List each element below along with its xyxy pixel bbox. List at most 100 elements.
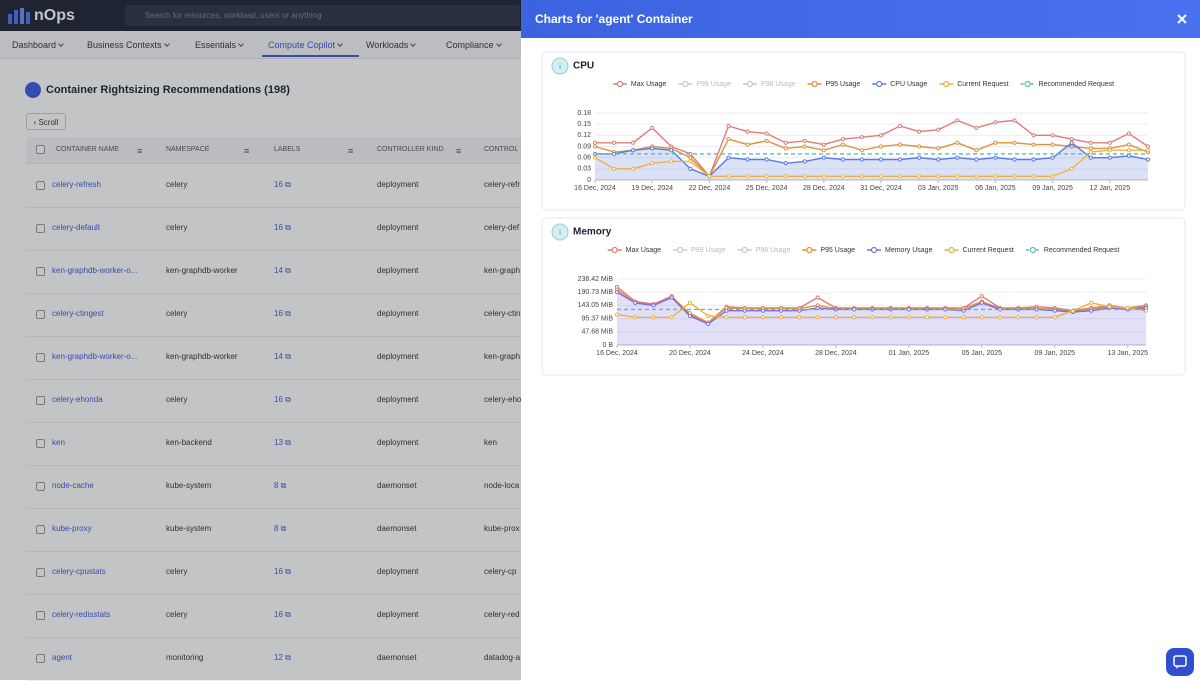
row-checkbox[interactable] [36,181,45,190]
chat-button[interactable] [1166,648,1194,676]
point [726,155,731,160]
legend-label[interactable]: CPU Usage [890,81,927,88]
point [688,159,693,164]
column-header[interactable]: LABELS [274,146,301,153]
column-menu[interactable]: ≡ [456,146,462,156]
legend-label[interactable]: Current Request [957,81,1008,88]
container-name[interactable]: celery-redisstats [52,610,111,619]
close-button[interactable] [1176,13,1188,25]
labels-count[interactable]: 13 ⧉ [274,438,291,447]
container-name[interactable]: celery-ctingest [52,309,104,318]
labels-count[interactable]: 16 ⧉ [274,223,291,232]
column-menu[interactable]: ≡ [137,146,143,156]
legend-label[interactable]: P98 Usage [756,247,791,254]
labels-count[interactable]: 12 ⧉ [274,653,291,662]
legend-label[interactable]: P95 Usage [826,81,861,88]
column-header[interactable]: CONTROLLER KIND [377,146,444,153]
controller: kube-prox [484,524,520,533]
legend-label[interactable]: P98 Usage [761,81,796,88]
labels-count[interactable]: 16 ⧉ [274,610,291,619]
row-checkbox[interactable] [36,353,45,362]
point [974,148,979,153]
labels-count[interactable]: 16 ⧉ [274,180,291,189]
container-name[interactable]: celery-cpustats [52,567,106,576]
point [1126,148,1132,153]
point [742,315,747,320]
nav-item[interactable]: Essentials [195,40,244,50]
legend-marker [682,80,689,88]
container-name[interactable]: celery-refresh [52,180,101,189]
controller: ken-graph [484,352,521,361]
header-checkbox[interactable] [36,145,45,154]
row-checkbox[interactable] [36,525,45,534]
column-header[interactable]: NAMESPACE [166,146,210,153]
container-name[interactable]: ken-graphdb-worker-o... [52,352,138,361]
row-checkbox[interactable] [36,396,45,405]
nav-item[interactable]: Compute Copilot [268,40,343,50]
series-line [616,301,1147,318]
point [1031,133,1036,138]
row-checkbox[interactable] [36,654,45,663]
container-name[interactable]: node-cache [52,481,94,490]
legend-marker [1029,246,1036,254]
nav-item[interactable]: Dashboard [12,40,64,50]
legend-label[interactable]: Max Usage [631,81,667,88]
legend-label[interactable]: Current Request [962,247,1013,254]
container-name[interactable]: ken-graphdb-worker-o... [52,266,138,275]
labels-count[interactable]: 14 ⧉ [274,352,291,361]
legend-label[interactable]: P99 Usage [696,81,731,88]
row-checkbox[interactable] [36,568,45,577]
point [1012,118,1017,123]
row-checkbox[interactable] [36,482,45,491]
labels-count[interactable]: 16 ⧉ [274,567,291,576]
y-tick-label: 0.06 [577,155,591,162]
container-name[interactable]: agent [52,653,73,662]
labels-count[interactable]: 8 ⧉ [274,524,287,533]
charts-area: i CPU 0 0.03 0.06 0.09 0.12 0.15 0.18 16 Dec, 202… [541,51,1186,376]
series-line [616,291,1147,325]
logo[interactable]: nOps [34,7,75,24]
legend-label[interactable]: Memory Usage [885,247,933,254]
column-header[interactable]: CONTAINER NAME [56,146,119,153]
nav-bar [0,31,521,59]
labels-count[interactable]: 8 ⧉ [274,481,287,490]
row-checkbox[interactable] [36,310,45,319]
labels-count[interactable]: 16 ⧉ [274,309,291,318]
legend-marker [870,246,878,254]
point [687,300,693,305]
row-divider [26,637,521,638]
scroll-button[interactable]: ‹ Scroll [26,113,66,130]
point [802,159,807,164]
legend-marker [746,80,754,88]
overlay[interactable] [0,0,521,680]
row-checkbox[interactable] [36,224,45,233]
container-name[interactable]: celery-default [52,223,101,232]
legend-label[interactable]: Recommended Request [1044,247,1120,254]
nav-item[interactable]: Compliance [446,40,502,50]
container-name[interactable]: kube-proxy [52,524,92,533]
nav-item[interactable]: Workloads [366,40,417,50]
legend-label[interactable]: Recommended Request [1039,81,1115,88]
point [1031,142,1036,147]
labels-count[interactable]: 16 ⧉ [274,395,291,404]
point [651,303,656,308]
column-menu[interactable]: ≡ [244,146,250,156]
legend-label[interactable]: P99 Usage [691,247,726,254]
column-menu[interactable]: ≡ [348,146,354,156]
container-name[interactable]: ken [52,438,65,447]
controller: node-loca [484,481,520,490]
row-checkbox[interactable] [36,439,45,448]
nav-item[interactable]: Business Contexts [87,40,170,50]
container-name[interactable]: celery-ehonda [52,395,103,404]
column-header[interactable]: CONTROL [484,146,519,153]
labels-count[interactable]: 14 ⧉ [274,266,291,275]
search-box[interactable]: Search for resources, workload, users or… [125,5,520,26]
row-divider [26,293,521,294]
legend-label[interactable]: P95 Usage [820,247,855,254]
row-checkbox[interactable] [36,267,45,276]
row-checkbox[interactable] [36,611,45,620]
point [878,174,884,179]
legend-label[interactable]: Max Usage [626,247,662,254]
x-tick-label: 01 Jan, 2025 [889,350,930,357]
point [936,146,941,151]
